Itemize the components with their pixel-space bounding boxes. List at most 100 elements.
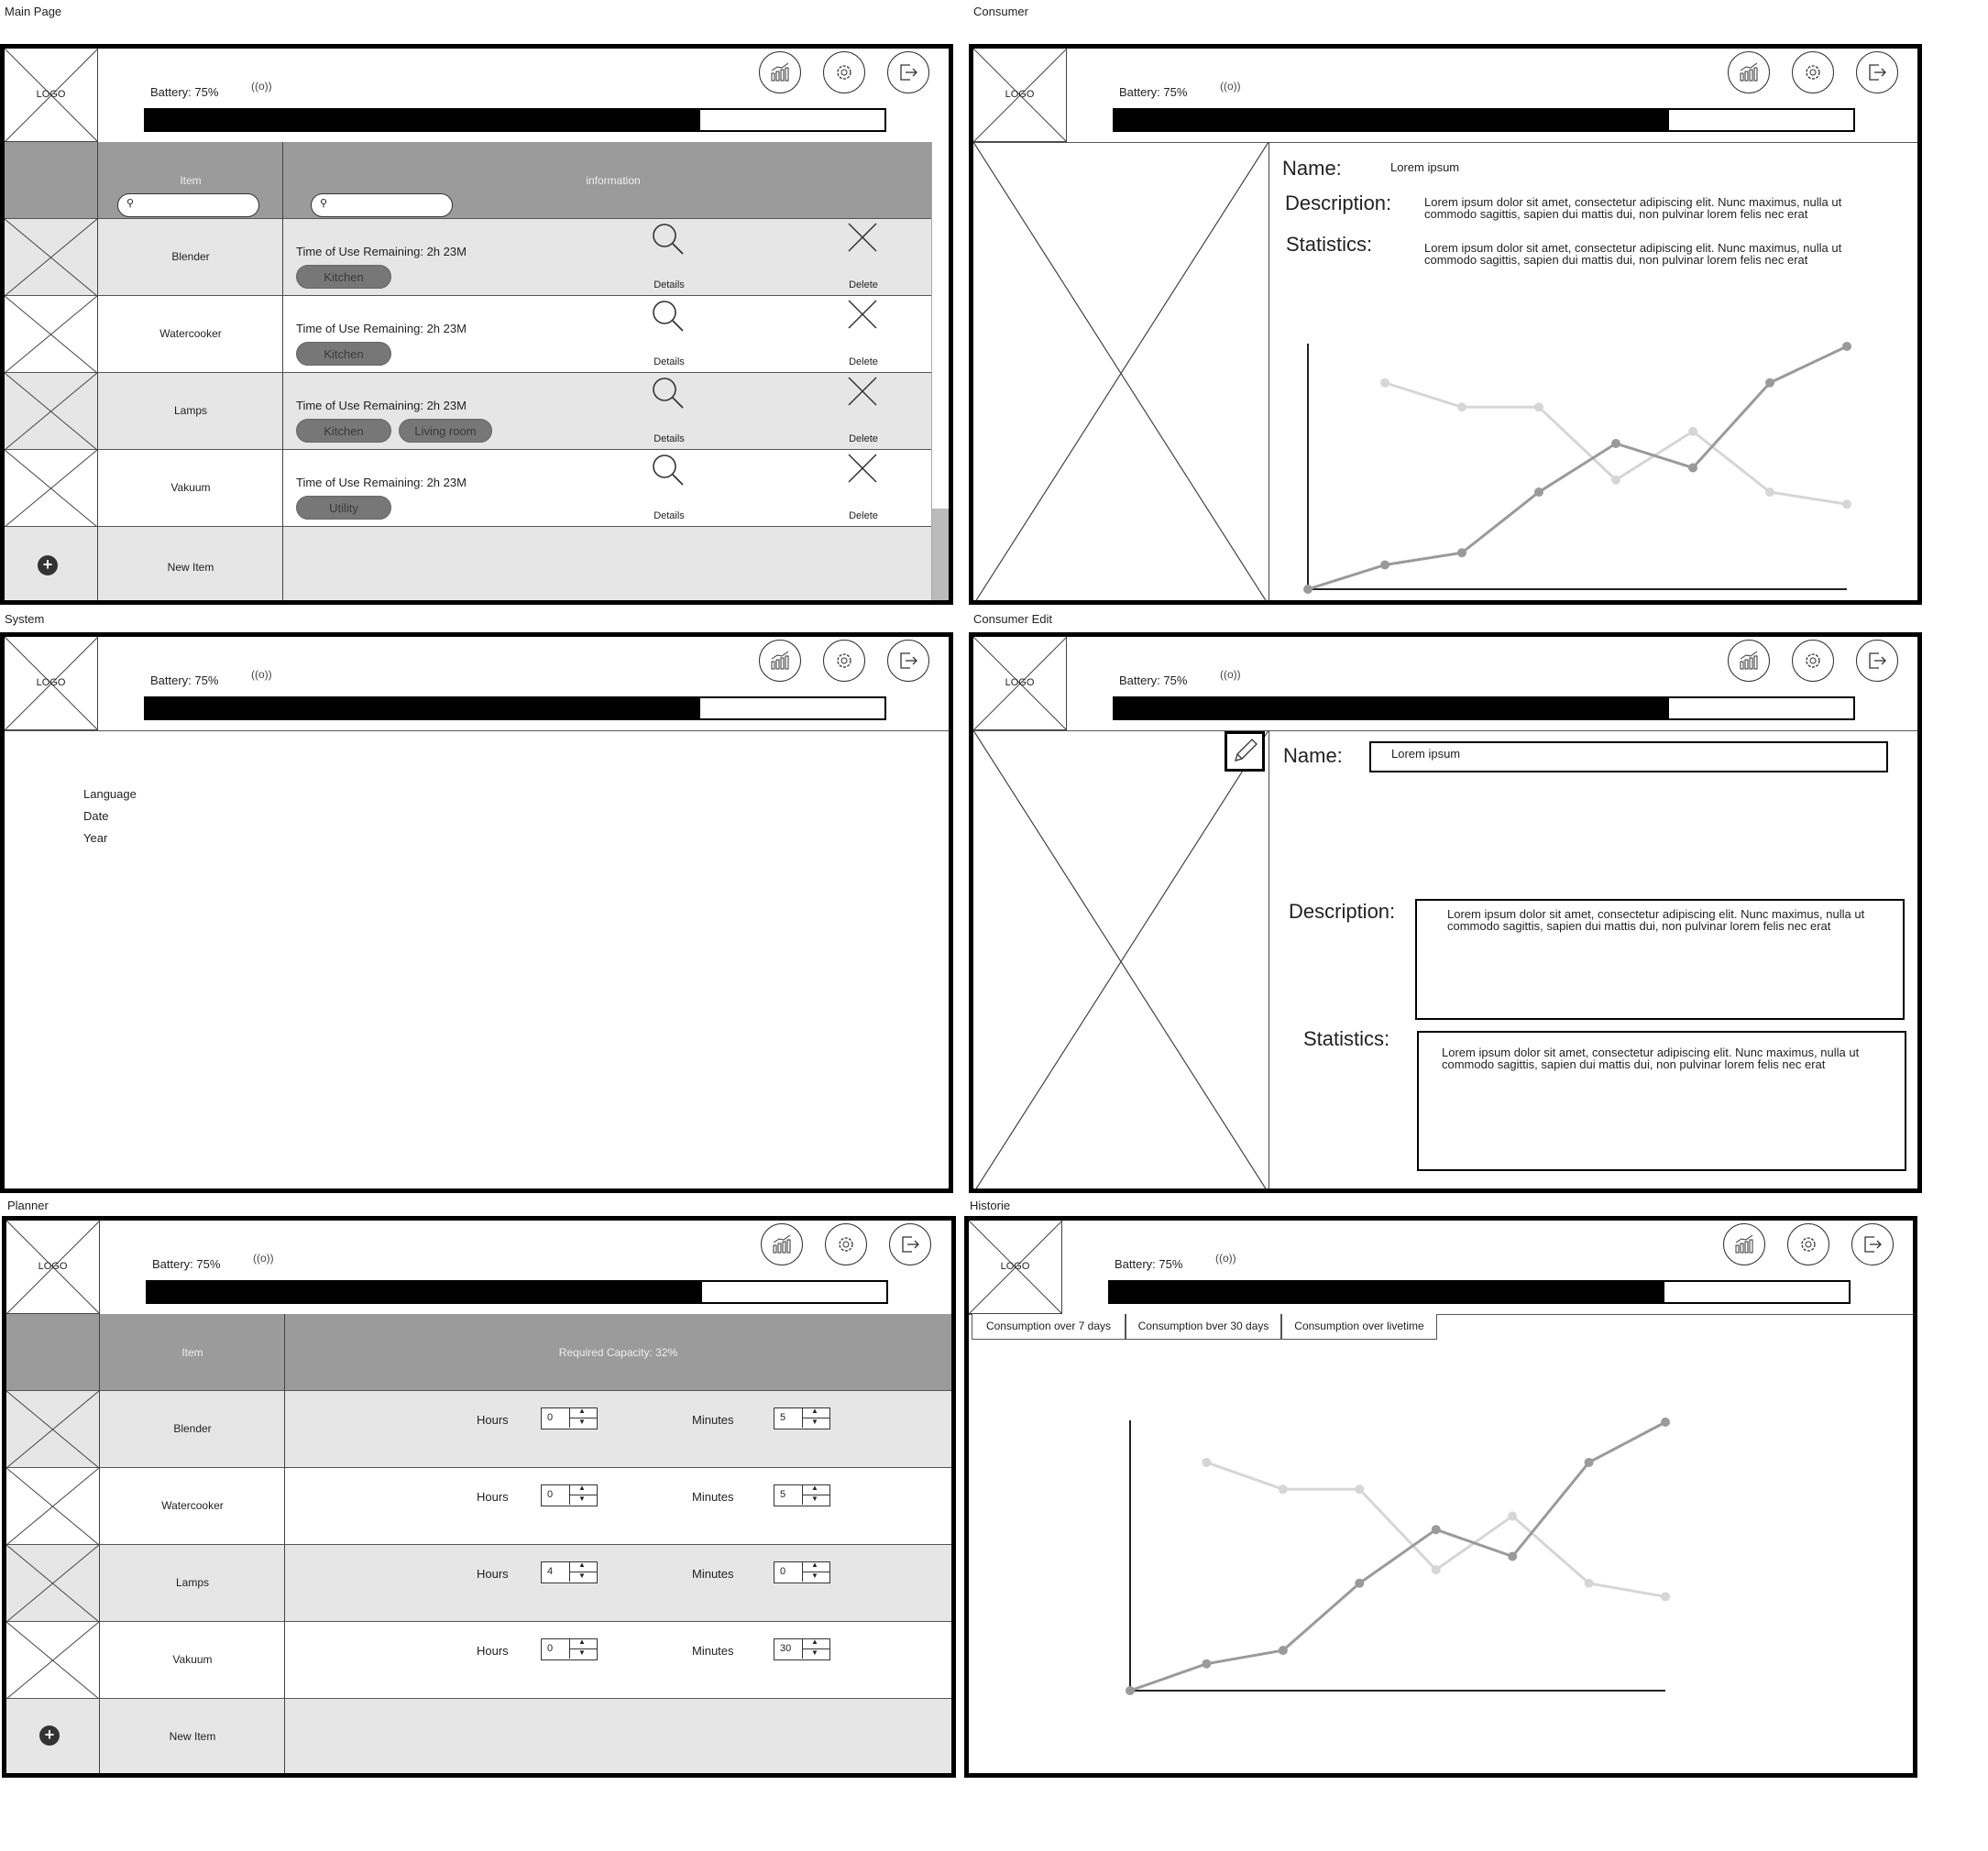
add-icon[interactable]: + [38,555,58,575]
magnifier-icon [653,378,684,409]
settings-button[interactable] [825,1223,867,1265]
name-input[interactable]: Lorem ipsum [1369,741,1888,772]
minutes-stepper[interactable]: 5 ▲ ▼ [774,1484,830,1506]
hours-stepper[interactable]: 0 ▲ ▼ [541,1637,598,1660]
arrow-up-icon[interactable]: ▲ [811,1561,818,1569]
details-button[interactable] [650,452,686,488]
settings-button[interactable] [823,640,865,682]
statistics-button[interactable] [1728,640,1770,682]
arrow-up-icon[interactable]: ▲ [811,1637,818,1646]
logout-button[interactable] [889,1223,931,1265]
scrollbar-track[interactable] [931,142,949,600]
statistics-button[interactable] [759,51,801,93]
statistics-button[interactable] [1723,1223,1765,1265]
hours-stepper[interactable]: 0 ▲ ▼ [541,1407,598,1429]
item-name: Lamps [173,404,208,417]
logout-button[interactable] [1856,640,1898,682]
statistics-button[interactable] [761,1223,803,1265]
delete-button[interactable] [846,298,879,331]
arrow-down-icon[interactable]: ▼ [578,1648,586,1657]
arrow-up-icon[interactable]: ▲ [578,1637,586,1646]
settings-button[interactable] [1792,640,1834,682]
setting-date[interactable]: Date [83,809,109,823]
details-button[interactable] [650,298,686,334]
data-point [1688,426,1697,436]
arrow-down-icon[interactable]: ▼ [578,1572,586,1580]
new-item-label[interactable]: New Item [169,1730,216,1743]
arrow-up-icon[interactable]: ▲ [578,1561,586,1569]
item-image-placeholder [6,1621,100,1700]
arrow-down-icon[interactable]: ▼ [578,1418,586,1426]
panel-label-consumer: Consumer [973,5,1028,18]
setting-language[interactable]: Language [83,787,137,801]
header-divider [5,730,949,731]
minutes-label: Minutes [692,1413,734,1427]
details-label[interactable]: Details [654,279,685,290]
arrow-down-icon[interactable]: ▼ [811,1495,818,1503]
category-tag[interactable]: Kitchen [296,265,391,289]
delete-button[interactable] [846,375,879,408]
arrow-down-icon[interactable]: ▼ [578,1495,586,1503]
delete-label[interactable]: Delete [849,279,878,290]
settings-button[interactable] [1792,51,1834,93]
logout-button[interactable] [887,51,929,93]
minutes-stepper[interactable]: 0 ▲ ▼ [774,1561,830,1583]
tab-lifetime[interactable]: Consumption over livetime [1281,1314,1437,1340]
logout-button[interactable] [1856,51,1898,93]
column-header-item: Item [180,174,202,187]
arrow-up-icon[interactable]: ▲ [811,1407,818,1415]
settings-button[interactable] [1787,1223,1829,1265]
statistics-button[interactable] [1728,51,1770,93]
details-label[interactable]: Details [654,510,685,521]
minutes-value: 0 [780,1566,786,1577]
scrollbar-thumb[interactable] [932,509,949,600]
arrow-down-icon[interactable]: ▼ [811,1572,818,1580]
category-tag[interactable]: Living room [399,419,492,443]
minutes-stepper[interactable]: 30 ▲ ▼ [774,1637,830,1660]
new-item-label[interactable]: New Item [167,561,214,574]
statistics-textarea[interactable]: Lorem ipsum dolor sit amet, consectetur … [1417,1031,1906,1171]
new-item-row[interactable] [6,1699,951,1773]
column-divider [282,142,283,600]
item-search-input[interactable]: ⚲ [117,193,259,217]
arrow-down-icon[interactable]: ▼ [811,1418,818,1426]
delete-button[interactable] [846,452,879,485]
chart-icon [1740,62,1758,82]
logout-button[interactable] [887,640,929,682]
arrow-up-icon[interactable]: ▲ [578,1407,586,1415]
delete-label[interactable]: Delete [849,356,878,367]
data-point [1380,560,1389,570]
logo-text: LOGO [36,89,66,100]
hours-label: Hours [477,1413,509,1427]
arrow-up-icon[interactable]: ▲ [811,1484,818,1492]
category-tag[interactable]: Kitchen [296,419,391,443]
arrow-up-icon[interactable]: ▲ [578,1484,586,1492]
details-label[interactable]: Details [654,433,685,444]
logo-placeholder: LOGO [973,49,1067,142]
tab-30-days[interactable]: Consumption bver 30 days [1126,1314,1281,1340]
arrow-down-icon[interactable]: ▼ [811,1648,818,1657]
information-search-input[interactable]: ⚲ [311,193,453,217]
new-item-row[interactable] [5,527,939,600]
data-point [1534,402,1543,412]
description-textarea[interactable]: Lorem ipsum dolor sit amet, consectetur … [1415,899,1905,1020]
edit-image-button[interactable] [1225,731,1265,772]
battery-progress-bar [1113,108,1855,132]
details-button[interactable] [650,375,686,411]
add-icon[interactable]: + [39,1725,60,1746]
details-label[interactable]: Details [654,356,685,367]
delete-button[interactable] [846,221,879,254]
hours-stepper[interactable]: 0 ▲ ▼ [541,1484,598,1506]
delete-label[interactable]: Delete [849,433,878,444]
settings-button[interactable] [823,51,865,93]
tab-7-days[interactable]: Consumption over 7 days [972,1314,1126,1340]
setting-year[interactable]: Year [83,831,108,845]
delete-label[interactable]: Delete [849,510,878,521]
category-tag[interactable]: Kitchen [296,342,391,366]
category-tag[interactable]: Utility [296,496,391,520]
logout-button[interactable] [1851,1223,1894,1265]
hours-stepper[interactable]: 4 ▲ ▼ [541,1561,598,1583]
details-button[interactable] [650,221,686,257]
minutes-stepper[interactable]: 5 ▲ ▼ [774,1407,830,1429]
statistics-button[interactable] [759,640,801,682]
